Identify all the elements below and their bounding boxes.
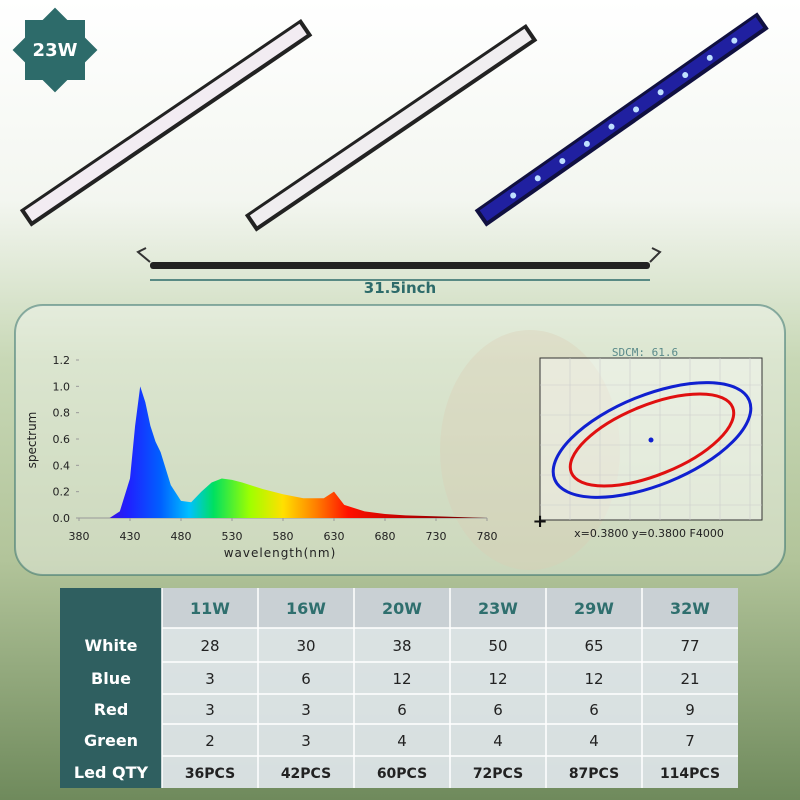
row-label: Green <box>84 731 138 750</box>
table-cell: 114PCS <box>660 766 720 782</box>
x-tick-label: 480 <box>171 530 192 543</box>
row-label: Blue <box>91 669 131 688</box>
table-cell: 30 <box>296 637 315 655</box>
table-cell: 3 <box>205 670 215 688</box>
table-cell: 12 <box>584 670 603 688</box>
table-cell: 21 <box>680 670 699 688</box>
y-tick-label: 0.6 <box>53 433 71 446</box>
spec-table: 11W 16W 20W 23W 29W 32W White 28 30 38 50 65 77 Blue 3… <box>60 588 738 788</box>
x-tick-label: 430 <box>120 530 141 543</box>
table-cell: 9 <box>685 701 695 719</box>
light-bars: 31.5inch <box>19 12 769 297</box>
table-cell: 77 <box>680 637 699 655</box>
table-cell: 4 <box>397 732 407 750</box>
table-cell: 28 <box>200 637 219 655</box>
y-tick-label: 0.4 <box>53 459 71 472</box>
table-cell: 3 <box>301 732 311 750</box>
x-axis-label: wavelength(nm) <box>224 546 337 560</box>
background-figure <box>440 330 620 570</box>
column-header: 32W <box>670 599 710 618</box>
cie-title: SDCM: 61.6 <box>612 346 678 359</box>
y-tick-label: 0.0 <box>53 512 71 525</box>
table-cell: 36PCS <box>185 766 235 782</box>
table-cell: 87PCS <box>569 766 619 782</box>
x-tick-label: 780 <box>477 530 498 543</box>
table-cell: 12 <box>488 670 507 688</box>
column-header: 20W <box>382 599 422 618</box>
table-cell: 4 <box>493 732 503 750</box>
column-header: 16W <box>286 599 326 618</box>
table-cell: 7 <box>685 732 695 750</box>
column-header: 23W <box>478 599 518 618</box>
table-cell: 42PCS <box>281 766 331 782</box>
row-label: White <box>84 636 137 655</box>
x-tick-label: 580 <box>273 530 294 543</box>
spectrum-area <box>79 386 487 518</box>
table-cell: 12 <box>392 670 411 688</box>
table-cell: 4 <box>589 732 599 750</box>
table-cell: 6 <box>397 701 407 719</box>
y-tick-label: 0.2 <box>53 486 71 499</box>
x-tick-label: 380 <box>69 530 90 543</box>
y-tick-label: 1.0 <box>53 380 71 393</box>
row-label: Led QTY <box>74 763 149 782</box>
table-cell: 60PCS <box>377 766 427 782</box>
table-cell: 6 <box>589 701 599 719</box>
table-cell: 72PCS <box>473 766 523 782</box>
column-header: 11W <box>190 599 230 618</box>
row-label: Red <box>94 700 129 719</box>
table-cell: 3 <box>301 701 311 719</box>
table-cell: 6 <box>493 701 503 719</box>
y-tick-label: 0.8 <box>53 407 71 420</box>
cie-panel: SDCM: 61.6 + x=0.3800 y=0.3800 F4000 <box>532 346 763 540</box>
y-axis-label: spectrum <box>25 412 39 469</box>
y-tick-label: 1.2 <box>53 354 71 367</box>
table-cell: 3 <box>205 701 215 719</box>
x-tick-label: 630 <box>324 530 345 543</box>
label-column <box>60 588 162 788</box>
svg-text:+: + <box>532 511 547 532</box>
cie-coords: x=0.3800 y=0.3800 F4000 <box>574 527 724 540</box>
x-tick-label: 680 <box>375 530 396 543</box>
x-tick-label: 730 <box>426 530 447 543</box>
spectrum-chart: spectrum wavelength(nm) 0.0 0.2 0.4 0.6 0.8 1… <box>25 354 498 560</box>
badge: 23W <box>12 7 98 93</box>
column-header: 29W <box>574 599 614 618</box>
badge-text: 23W <box>33 40 78 61</box>
length-label: 31.5inch <box>364 279 436 297</box>
table-cell: 65 <box>584 637 603 655</box>
table-cell: 38 <box>392 637 411 655</box>
table-cell: 6 <box>301 670 311 688</box>
table-cell: 2 <box>205 732 215 750</box>
x-tick-label: 530 <box>222 530 243 543</box>
table-cell: 50 <box>488 637 507 655</box>
